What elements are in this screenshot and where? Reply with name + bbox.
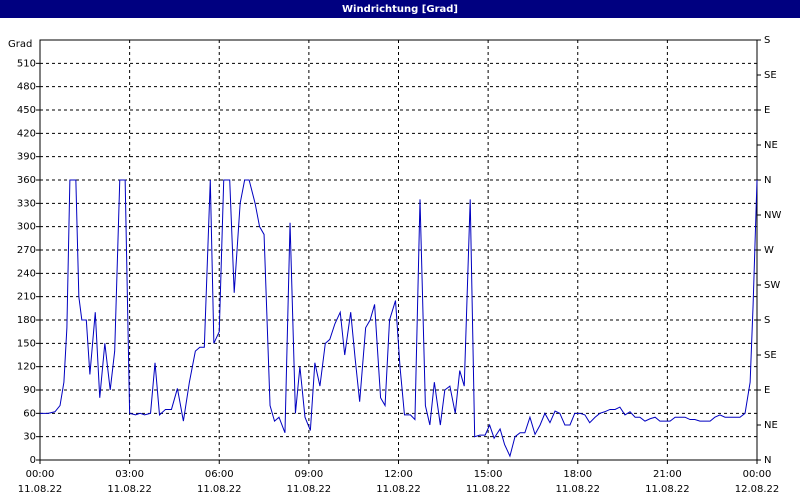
y-tick-label: 180 xyxy=(17,315,36,326)
x-tick-label: 09:00 xyxy=(294,469,323,480)
y-tick-label: 210 xyxy=(17,292,36,303)
y-tick-label: 240 xyxy=(17,268,36,279)
x-tick-date: 11.08.22 xyxy=(645,484,690,495)
x-tick-date: 11.08.22 xyxy=(466,484,511,495)
x-tick-label: 15:00 xyxy=(474,469,503,480)
y-tick-label: 450 xyxy=(17,105,36,116)
chart-title: Windrichtung [Grad] xyxy=(342,4,458,15)
y-axis-label: Grad xyxy=(8,39,32,50)
y-tick-label: 60 xyxy=(23,408,36,419)
title-bar xyxy=(0,0,800,18)
x-tick-label: 12:00 xyxy=(384,469,413,480)
y2-tick-label: NW xyxy=(764,210,781,221)
y2-tick-label: S xyxy=(764,315,770,326)
y-tick-label: 480 xyxy=(17,82,36,93)
y-tick-label: 420 xyxy=(17,128,36,139)
y2-tick-label: N xyxy=(764,455,771,466)
y-tick-label: 270 xyxy=(17,245,36,256)
y-tick-label: 510 xyxy=(17,58,36,69)
y2-tick-label: SW xyxy=(764,280,780,291)
y2-tick-label: E xyxy=(764,385,770,396)
x-tick-date: 11.08.22 xyxy=(376,484,421,495)
x-tick-label: 21:00 xyxy=(653,469,682,480)
x-tick-label: 00:00 xyxy=(26,469,55,480)
y2-tick-label: S xyxy=(764,35,770,46)
y-tick-label: 330 xyxy=(17,198,36,209)
y-tick-label: 390 xyxy=(17,152,36,163)
x-tick-label: 03:00 xyxy=(115,469,144,480)
x-tick-date: 11.08.22 xyxy=(107,484,152,495)
y-tick-label: 120 xyxy=(17,362,36,373)
y2-tick-label: E xyxy=(764,105,770,116)
y-tick-label: 360 xyxy=(17,175,36,186)
y2-tick-label: W xyxy=(764,245,774,256)
y-tick-label: 150 xyxy=(17,338,36,349)
y2-tick-label: N xyxy=(764,175,771,186)
x-tick-label: 00:00 xyxy=(743,469,772,480)
y-tick-label: 90 xyxy=(23,385,36,396)
y2-tick-label: NE xyxy=(764,420,778,431)
data-line xyxy=(40,179,758,458)
y2-tick-label: SE xyxy=(764,70,777,81)
y2-tick-label: NE xyxy=(764,140,778,151)
y-tick-label: 300 xyxy=(17,222,36,233)
x-tick-label: 06:00 xyxy=(205,469,234,480)
x-tick-date: 12.08.22 xyxy=(735,484,780,495)
y-tick-label: 0 xyxy=(30,455,36,466)
x-tick-label: 18:00 xyxy=(563,469,592,480)
x-tick-date: 11.08.22 xyxy=(555,484,600,495)
y2-tick-label: SE xyxy=(764,350,777,361)
x-tick-date: 11.08.22 xyxy=(197,484,242,495)
y-tick-label: 30 xyxy=(23,432,36,443)
x-tick-date: 11.08.22 xyxy=(18,484,63,495)
x-tick-date: 11.08.22 xyxy=(287,484,332,495)
